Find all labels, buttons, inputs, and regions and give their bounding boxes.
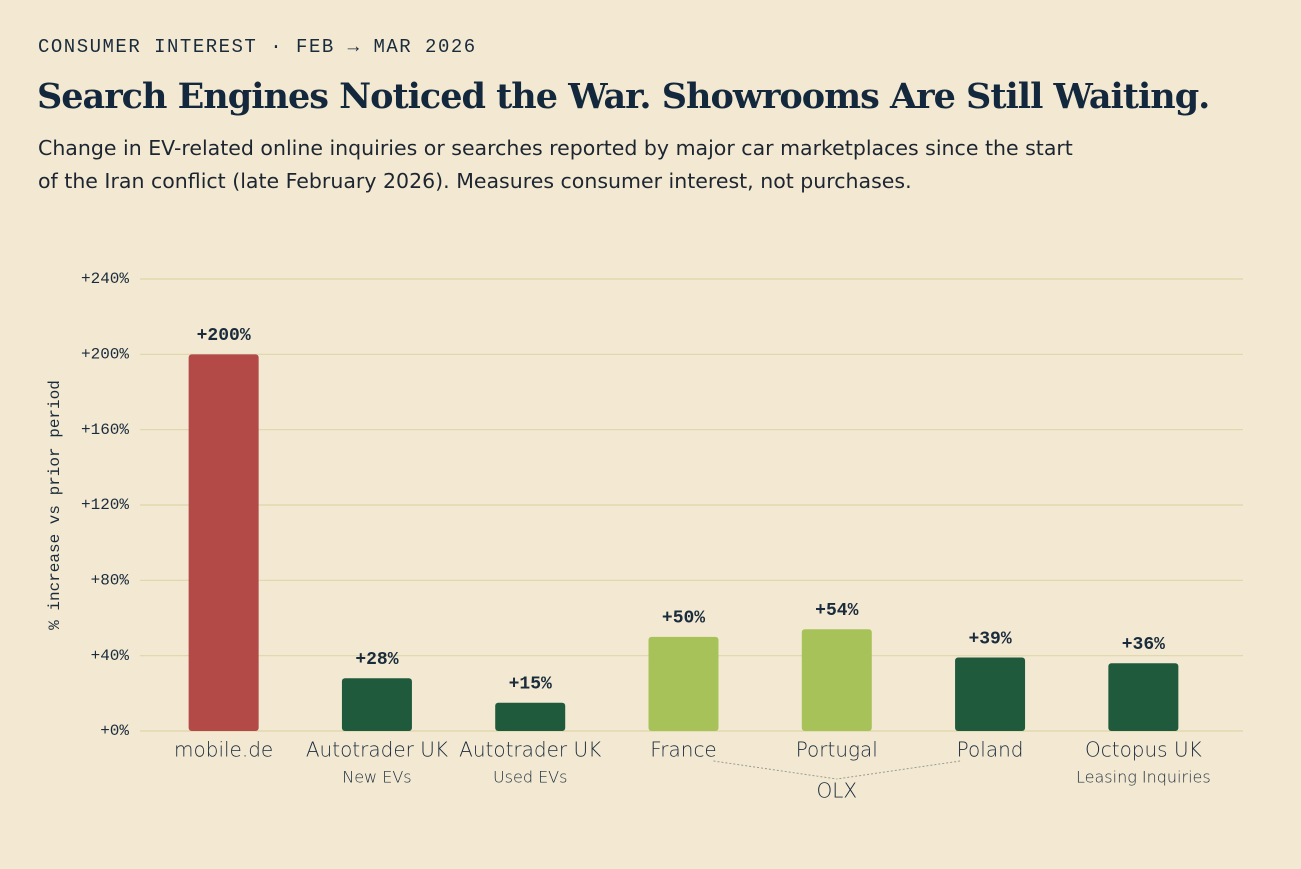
chart-title: Search Engines Noticed the War. Showroom… (37, 76, 1210, 117)
value-label: +54% (815, 601, 858, 621)
group-label: OLX (816, 779, 857, 803)
x-tick-label: Portugal (796, 738, 878, 762)
y-tick-label: +200% (81, 346, 129, 364)
x-tick-label: mobile.de (174, 738, 273, 762)
y-tick-label: +80% (91, 572, 130, 590)
value-label: +36% (1122, 635, 1165, 655)
value-label: +28% (355, 650, 398, 670)
bar (801, 629, 872, 731)
x-tick-label: Poland (957, 738, 1024, 762)
value-label: +39% (968, 629, 1011, 649)
x-tick-label: Octopus UK (1085, 738, 1202, 762)
value-label: +50% (662, 609, 705, 629)
x-tick-label: France (650, 738, 717, 762)
y-tick-label: +0% (100, 722, 129, 740)
x-sub-label: New EVs (342, 768, 411, 787)
x-sub-label: Used EVs (493, 768, 568, 787)
chart-subtitle: Change in EV-related online inquiries or… (38, 136, 1073, 193)
group-connector (713, 760, 837, 780)
y-tick-label: +40% (91, 647, 130, 665)
y-tick-label: +160% (81, 421, 129, 439)
bar (1108, 663, 1179, 731)
y-tick-label: +120% (81, 496, 129, 514)
bar (495, 702, 566, 731)
group-connector (836, 760, 961, 780)
value-label: +15% (509, 675, 552, 695)
bar (188, 354, 259, 731)
x-sub-label: Leasing Inquiries (1076, 768, 1211, 787)
bar (341, 678, 412, 731)
bar (648, 636, 719, 731)
x-tick-label: Autotrader UK (306, 738, 448, 762)
y-tick-label: +240% (81, 270, 129, 288)
bar (955, 657, 1026, 731)
x-tick-label: Autotrader UK (459, 738, 601, 762)
y-axis-label: % increase vs prior period (46, 380, 64, 630)
eyebrow: CONSUMER INTEREST · FEB → MAR 2026 (38, 36, 477, 58)
value-label: +200% (197, 326, 251, 346)
